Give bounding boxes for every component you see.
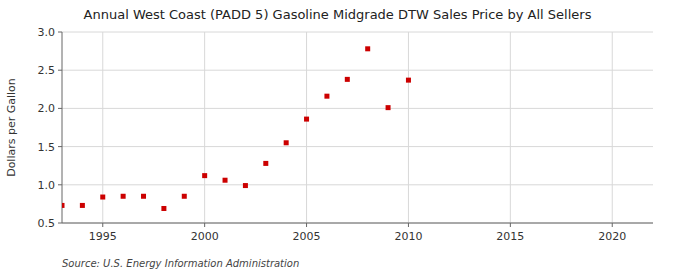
points (62, 46, 411, 211)
y-tick-label: 3.0 (38, 26, 56, 39)
data-point (365, 46, 370, 51)
y-tick (58, 108, 62, 109)
chart-title: Annual West Coast (PADD 5) Gasoline Midg… (84, 7, 592, 22)
x-tick-label: 2000 (191, 230, 219, 243)
x-grid-line (102, 32, 103, 223)
data-point (100, 195, 105, 200)
x-tick (612, 223, 613, 227)
x-grid-line (510, 32, 511, 223)
data-point (202, 173, 207, 178)
data-point (223, 178, 228, 183)
y-tick (58, 146, 62, 147)
x-tick-label: 2020 (598, 230, 626, 243)
y-grid-line (62, 70, 653, 71)
data-point (345, 77, 350, 82)
data-point (141, 194, 146, 199)
y-tick (58, 32, 62, 33)
data-point (161, 206, 166, 211)
x-axis-line (62, 223, 653, 224)
y-grid-line (62, 146, 653, 147)
y-grid-line (62, 32, 653, 33)
y-tick-label: 2.5 (38, 64, 56, 77)
y-tick (58, 184, 62, 185)
data-point (386, 105, 391, 110)
y-tick-label: 1.0 (38, 179, 56, 192)
grid (62, 32, 653, 223)
y-axis-label: Dollars per Gallon (5, 78, 18, 177)
x-grid-line (612, 32, 613, 223)
data-point (243, 183, 248, 188)
y-tick (58, 223, 62, 224)
data-point (80, 203, 85, 208)
data-point (304, 117, 309, 122)
chart-svg: 0.5 1.0 1.5 2.0 2.5 3.0 1995 2000 2005 2010 2015 20… (0, 0, 675, 275)
y-tick-label: 2.0 (38, 102, 56, 115)
x-tick-label: 2005 (293, 230, 321, 243)
data-point (121, 194, 126, 199)
x-tick (408, 223, 409, 227)
y-tick-label: 1.5 (38, 141, 56, 154)
y-grid-line (62, 223, 653, 224)
x-tick-label: 1995 (89, 230, 117, 243)
y-axis-line (62, 32, 63, 223)
y-tick (58, 70, 62, 71)
x-tick (510, 223, 511, 227)
chart-container: 0.5 1.0 1.5 2.0 2.5 3.0 1995 2000 2005 2010 2015 20… (0, 0, 675, 275)
y-grid-line (62, 108, 653, 109)
x-tick-label: 2010 (394, 230, 422, 243)
axes: 0.5 1.0 1.5 2.0 2.5 3.0 1995 2000 2005 2010 2015 20… (38, 26, 654, 243)
x-grid-line (204, 32, 205, 223)
data-point (62, 203, 65, 208)
x-tick (204, 223, 205, 227)
x-tick-label: 2015 (496, 230, 524, 243)
x-tick (306, 223, 307, 227)
source-note: Source: U.S. Energy Information Administ… (62, 258, 299, 269)
data-point (182, 194, 187, 199)
data-point (263, 161, 268, 166)
x-grid-line (408, 32, 409, 223)
data-point (406, 78, 411, 83)
data-point (284, 140, 289, 145)
x-tick (102, 223, 103, 227)
y-grid-line (62, 184, 653, 185)
data-point (324, 94, 329, 99)
y-tick-label: 0.5 (38, 217, 56, 230)
x-grid-line (306, 32, 307, 223)
